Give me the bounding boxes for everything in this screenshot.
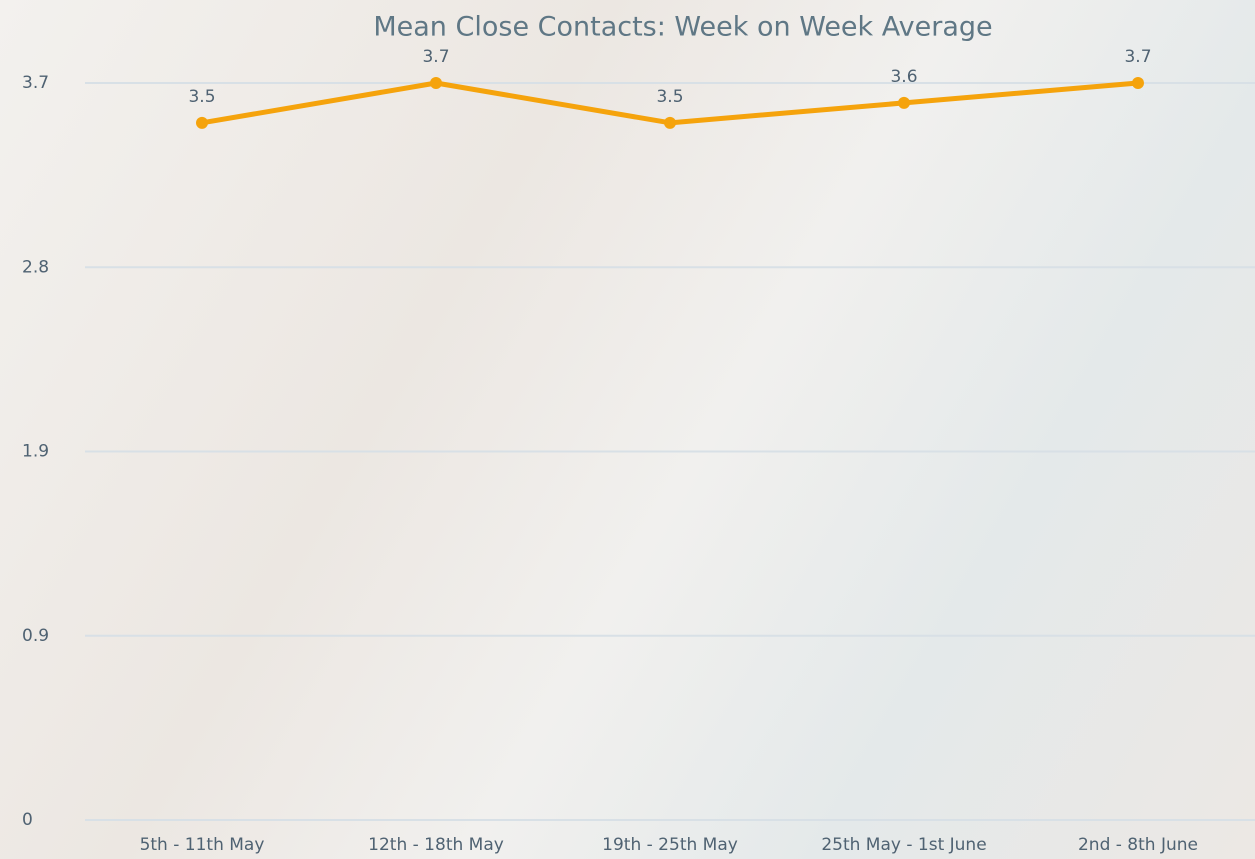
data-label: 3.7 <box>422 47 449 67</box>
x-tick-label: 2nd - 8th June <box>1078 835 1198 855</box>
chart-title: Mean Close Contacts: Week on Week Averag… <box>373 12 992 43</box>
point <box>430 77 442 89</box>
point <box>898 96 910 109</box>
data-label: 3.7 <box>1124 47 1151 67</box>
x-tick-label: 19th - 25th May <box>602 835 738 855</box>
point <box>1132 77 1144 89</box>
y-tick-label: 3.7 <box>22 73 49 93</box>
y-tick-label: 0.9 <box>22 626 49 646</box>
data-label: 3.6 <box>890 67 917 87</box>
y-tick-label: 0 <box>22 810 33 830</box>
x-tick-label: 25th May - 1st June <box>821 835 986 855</box>
point <box>196 116 208 129</box>
y-tick-label: 1.9 <box>22 442 49 462</box>
point <box>664 116 676 129</box>
x-tick-label: 5th - 11th May <box>140 835 265 855</box>
x-tick-label: 12th - 18th May <box>368 835 504 855</box>
data-label: 3.5 <box>656 87 683 107</box>
y-tick-label: 2.8 <box>22 257 49 277</box>
data-label: 3.5 <box>188 87 215 107</box>
